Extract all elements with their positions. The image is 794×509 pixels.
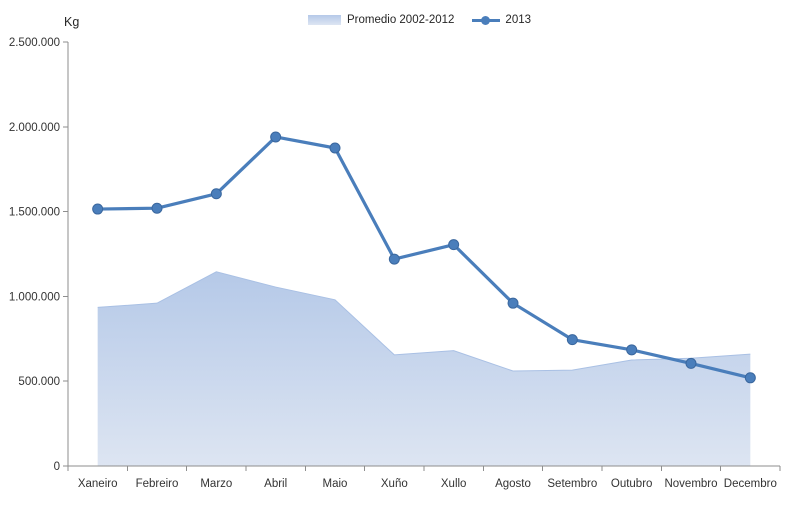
x-axis-category-label: Abril	[264, 478, 287, 490]
data-point-2013	[507, 297, 519, 309]
data-point-2013	[685, 357, 697, 369]
promedio-area	[97, 271, 751, 466]
y-axis-tick-label: 1.500.000	[9, 207, 60, 219]
data-point-2013	[744, 372, 756, 384]
x-axis-category-label: Marzo	[200, 478, 232, 490]
y-axis-tick-label: 1.000.000	[9, 291, 60, 303]
data-point-2013	[566, 334, 578, 346]
x-axis-category-label: Outubro	[611, 478, 653, 490]
y-axis-tick-label: 2.500.000	[9, 37, 60, 49]
promedio-area-edge	[97, 271, 751, 372]
legend-marker-dot	[481, 15, 491, 25]
x-axis-category-label: Xaneiro	[78, 478, 118, 490]
y-axis-unit-label: Kg	[64, 15, 80, 29]
x-axis-category-label: Maio	[323, 478, 348, 490]
data-point-2013	[151, 202, 163, 214]
x-axis-category-label: Xullo	[441, 478, 467, 490]
legend-area-swatch	[308, 15, 341, 25]
y-axis-tick-label: 2.000.000	[9, 122, 60, 134]
data-point-2013	[92, 203, 104, 215]
legend-item-promedio: Promedio 2002-2012	[308, 14, 454, 26]
data-point-2013	[210, 188, 222, 200]
x-axis-category-label: Febreiro	[136, 478, 179, 490]
y-axis-tick-label: 500.000	[18, 376, 60, 388]
legend-label-promedio: Promedio 2002-2012	[347, 14, 455, 26]
x-axis-category-label: Decembro	[724, 478, 777, 490]
data-point-2013	[388, 253, 400, 265]
line-2013	[96, 135, 752, 380]
data-point-2013	[329, 142, 341, 154]
x-axis-category-label: Xuño	[381, 478, 408, 490]
x-axis-category-label: Novembro	[664, 478, 717, 490]
data-point-2013	[270, 131, 282, 143]
legend-label-2013: 2013	[505, 14, 532, 26]
legend-line-swatch	[472, 15, 501, 26]
data-point-2013	[448, 239, 460, 251]
x-axis-category-label: Agosto	[495, 478, 531, 490]
x-axis-category-label: Setembro	[547, 478, 597, 490]
legend: Promedio 2002-2012 2013	[308, 14, 531, 26]
data-point-2013	[626, 344, 638, 356]
legend-item-2013: 2013	[472, 14, 531, 26]
y-axis-tick-label: 0	[54, 461, 60, 473]
